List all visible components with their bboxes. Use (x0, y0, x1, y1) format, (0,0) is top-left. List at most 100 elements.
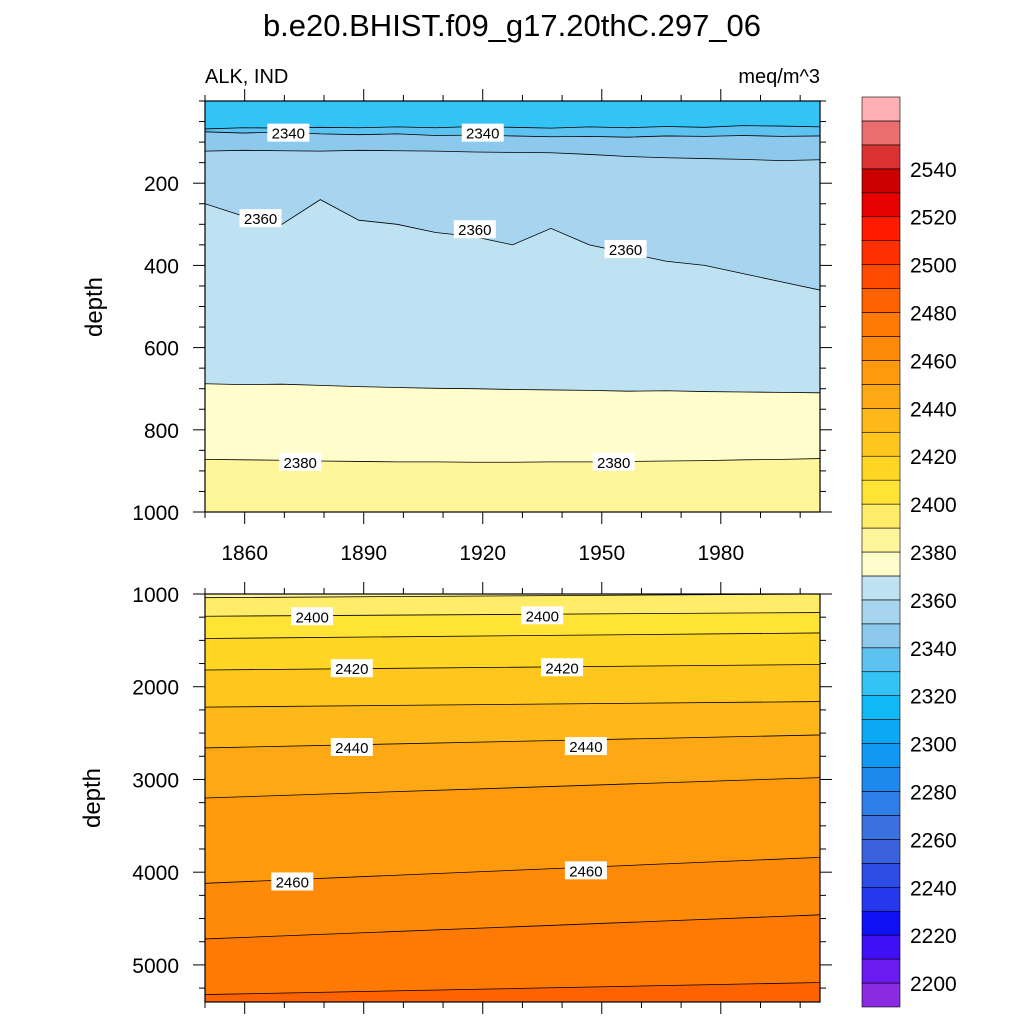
lower-panel: 2400 2400 2420 2420 2440 2440 2460 2460 1000 2000… (132, 582, 832, 1014)
contour-label-text: 2360 (458, 222, 491, 239)
contour-label-2340: 2340 (267, 123, 310, 143)
x-tick-label: 1950 (578, 542, 625, 565)
contour-label-text: 2360 (609, 242, 642, 259)
colorbar-label: 2340 (910, 638, 957, 661)
colorbar-label: 2220 (910, 925, 957, 948)
contour-label-text: 2420 (335, 661, 368, 678)
contour-line-2360 (205, 199, 820, 291)
colorbar-label: 2280 (910, 781, 957, 804)
contour-band-2435 (205, 701, 820, 748)
colorbar-label: 2440 (910, 398, 957, 421)
contour-label-2340: 2340 (461, 123, 504, 143)
x-tick-label: 1980 (697, 542, 744, 565)
colorbar-box-2390 (861, 503, 901, 529)
colorbar-label: 2400 (910, 494, 957, 517)
colorbar-label: 2380 (910, 542, 957, 565)
colorbar-label: 2500 (910, 255, 957, 278)
colorbar-label: 2320 (910, 686, 957, 709)
contour-label-2460: 2460 (271, 872, 314, 891)
contour-line-2370 (205, 383, 820, 394)
contour-line-2480 (205, 982, 820, 995)
colorbar-box-2380 (861, 527, 901, 553)
contour-label-2420: 2420 (330, 659, 373, 678)
y-tick-label: 2000 (132, 677, 179, 700)
y-tick-label: 800 (144, 420, 179, 443)
contour-label-text: 2460 (276, 874, 309, 891)
figure-title: b.e20.BHIST.f09_g17.20thC.297_06 (263, 8, 761, 43)
contour-line-2410 (205, 632, 820, 639)
y-tick-label: 3000 (132, 769, 179, 792)
contour-band-2455 (205, 777, 820, 884)
contour-label-text: 2400 (295, 609, 328, 626)
colorbar-box-2250 (861, 839, 901, 864)
contour-line-2430 (205, 701, 820, 708)
contour-label-text: 2460 (569, 863, 602, 880)
colorbar-box-2430 (861, 408, 901, 433)
contour-label-text: 2360 (244, 211, 277, 228)
colorbar-box-2220 (861, 910, 901, 936)
units-label: meq/m^3 (738, 66, 820, 88)
contour-label-2360: 2360 (604, 239, 647, 259)
contour-label-text: 2380 (284, 455, 317, 472)
colorbar-box-2460 (861, 336, 901, 361)
colorbar-label: 2460 (910, 350, 957, 373)
contour-line-2390 (205, 594, 820, 599)
contour-line-2440 (205, 734, 820, 749)
contour-band-2485 (205, 982, 820, 1002)
colorbar-label: 2540 (910, 159, 957, 182)
plot-frame (204, 593, 821, 1003)
colorbar-box-2400 (861, 479, 901, 505)
contour-band-2355 (205, 150, 820, 291)
colorbar-label: 2240 (910, 877, 957, 900)
contour-label-text: 2440 (335, 740, 368, 757)
colorbar-box-2540 (861, 144, 901, 170)
contour-label-text: 2380 (597, 455, 630, 472)
contour-band-2405 (205, 612, 820, 639)
colorbar-box-2490 (861, 264, 901, 289)
contour-fills (205, 101, 820, 512)
upper-ylabel: depth (81, 277, 108, 337)
y-tick-label: 5000 (132, 955, 179, 978)
colorbar-box-2320 (861, 671, 901, 696)
contour-label-2380: 2380 (279, 452, 322, 472)
colorbar-box-2200 (861, 958, 901, 984)
contour-label-2460: 2460 (564, 861, 607, 880)
colorbar-box-2470 (861, 312, 901, 337)
contour-label-2420: 2420 (541, 658, 584, 677)
colorbar-label: 2360 (910, 590, 957, 613)
contour-label-2440: 2440 (564, 737, 607, 756)
contour-label-text: 2340 (272, 126, 305, 143)
colorbar-label: 2200 (910, 973, 957, 996)
colorbar-box-2350 (861, 599, 901, 625)
contour-band-2345 (205, 131, 820, 161)
contour-label-text: 2400 (526, 608, 559, 625)
lower-ylabel: depth (79, 768, 106, 828)
contour-band-2375 (205, 383, 820, 463)
colorbar-label: 2260 (910, 829, 957, 852)
contour-band-2385 (205, 458, 820, 512)
y-tick-label: 4000 (132, 862, 179, 885)
colorbar-label: 2300 (910, 734, 957, 757)
contour-band-2415 (205, 632, 820, 671)
contour-band-2425 (205, 664, 820, 708)
colorbar-label: 2520 (910, 207, 957, 230)
colorbar-box-2440 (861, 384, 901, 409)
variable-label: ALK, IND (205, 66, 288, 88)
colorbar-box-2370 (861, 551, 901, 577)
contour-line-2450 (205, 777, 820, 799)
colorbar-box-2240 (861, 863, 901, 888)
contour-band-2395 (205, 594, 820, 617)
colorbar-box-2500 (861, 240, 901, 265)
colorbar-box-2290 (861, 743, 901, 768)
y-tick-label: 600 (144, 338, 179, 361)
colorbar-box-2230 (861, 886, 901, 912)
colorbar-box-2560 (861, 96, 901, 122)
contour-line-2350 (205, 149, 820, 161)
colorbar-box-2420 (861, 431, 901, 457)
colorbar-label: 2420 (910, 446, 957, 469)
contour-label-text: 2440 (569, 739, 602, 756)
colorbar-box-2520 (861, 192, 901, 218)
contour-line-2470 (205, 914, 820, 940)
x-tick-label: 1920 (459, 542, 506, 565)
